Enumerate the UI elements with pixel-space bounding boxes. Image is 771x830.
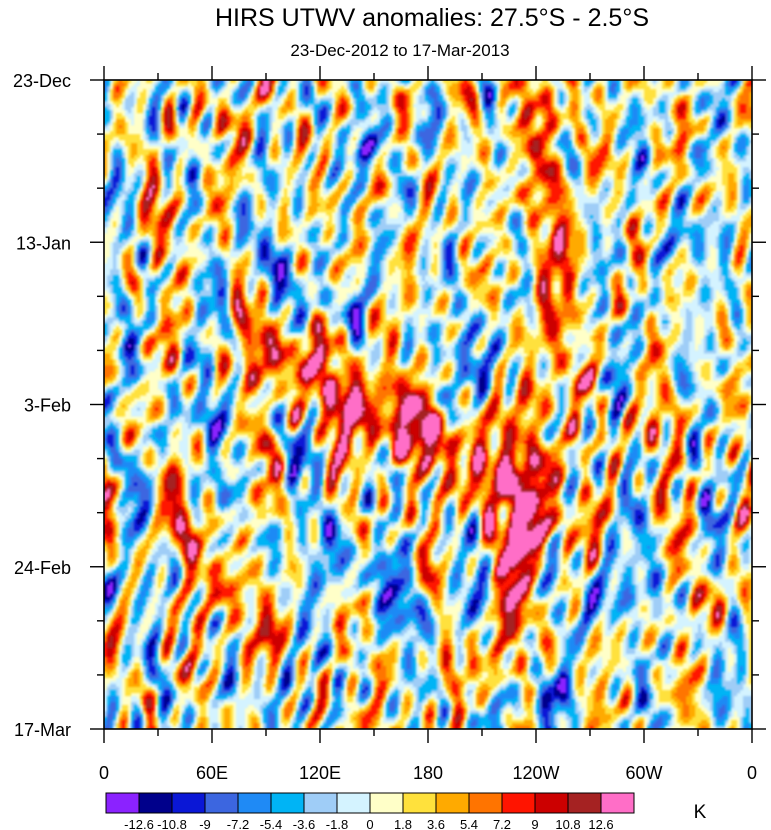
colorbar-level-label: -1.8	[326, 817, 348, 830]
x-tick-label: 0	[99, 763, 109, 783]
plot-area	[104, 80, 752, 729]
colorbar-level-label: 10.8	[555, 817, 580, 830]
colorbar-level-label: 1.8	[394, 817, 412, 830]
colorbar-swatch	[270, 792, 305, 814]
colorbar-swatch	[204, 792, 239, 814]
colorbar-swatch	[468, 792, 503, 814]
colorbar-swatch	[600, 792, 635, 814]
colorbar-level-label: 12.6	[588, 817, 613, 830]
colorbar	[105, 792, 635, 814]
x-tick-label: 0	[747, 763, 757, 783]
y-tick-label: 17-Mar	[14, 720, 71, 740]
x-tick-label: 120E	[299, 763, 341, 783]
x-tick-label: 60W	[625, 763, 662, 783]
colorbar-level-label: 9	[531, 817, 538, 830]
colorbar-labels: -12.6 -10.8 -9 -7.2 -5.4 -3.6 -1.8 0 1.8 3.6 5.4 7.…	[124, 817, 613, 830]
y-tick-label: 13-Jan	[16, 233, 71, 253]
colorbar-level-label: -7.2	[227, 817, 249, 830]
colorbar-swatch	[567, 792, 602, 814]
x-tick-label: 180	[413, 763, 443, 783]
axis-ticks	[90, 66, 766, 743]
anomaly-field	[104, 80, 752, 729]
colorbar-swatch	[138, 792, 173, 814]
colorbar-swatch	[171, 792, 206, 814]
colorbar-level-label: -10.8	[157, 817, 187, 830]
colorbar-swatch	[237, 792, 272, 814]
colorbar-unit: K	[694, 802, 707, 823]
colorbar-swatch	[402, 792, 437, 814]
colorbar-level-label: -9	[199, 817, 211, 830]
colorbar-swatch	[105, 792, 140, 814]
x-tick-label: 60E	[196, 763, 228, 783]
colorbar-level-label: 3.6	[427, 817, 445, 830]
y-tick-label: 23-Dec	[13, 71, 71, 91]
colorbar-swatch	[534, 792, 569, 814]
colorbar-level-label: -12.6	[124, 817, 154, 830]
colorbar-swatch	[336, 792, 371, 814]
chart-subtitle: 23-Dec-2012 to 17-Mar-2013	[290, 41, 509, 60]
x-tick-labels: 0 60E 120E 180 120W 60W 0	[99, 763, 757, 783]
colorbar-swatch	[501, 792, 536, 814]
y-tick-label: 3-Feb	[24, 396, 71, 416]
chart-title: HIRS UTWV anomalies: 27.5°S - 2.5°S	[215, 4, 649, 32]
colorbar-level-label: -5.4	[260, 817, 282, 830]
colorbar-swatch	[435, 792, 470, 814]
colorbar-level-label: 5.4	[460, 817, 478, 830]
colorbar-swatch	[303, 792, 338, 814]
x-tick-label: 120W	[512, 763, 559, 783]
y-tick-label: 24-Feb	[14, 558, 71, 578]
colorbar-swatch	[369, 792, 404, 814]
y-tick-labels: 23-Dec 13-Jan 3-Feb 24-Feb 17-Mar	[13, 71, 71, 740]
colorbar-level-label: 7.2	[493, 817, 511, 830]
colorbar-level-label: -3.6	[293, 817, 315, 830]
colorbar-level-label: 0	[366, 817, 373, 830]
